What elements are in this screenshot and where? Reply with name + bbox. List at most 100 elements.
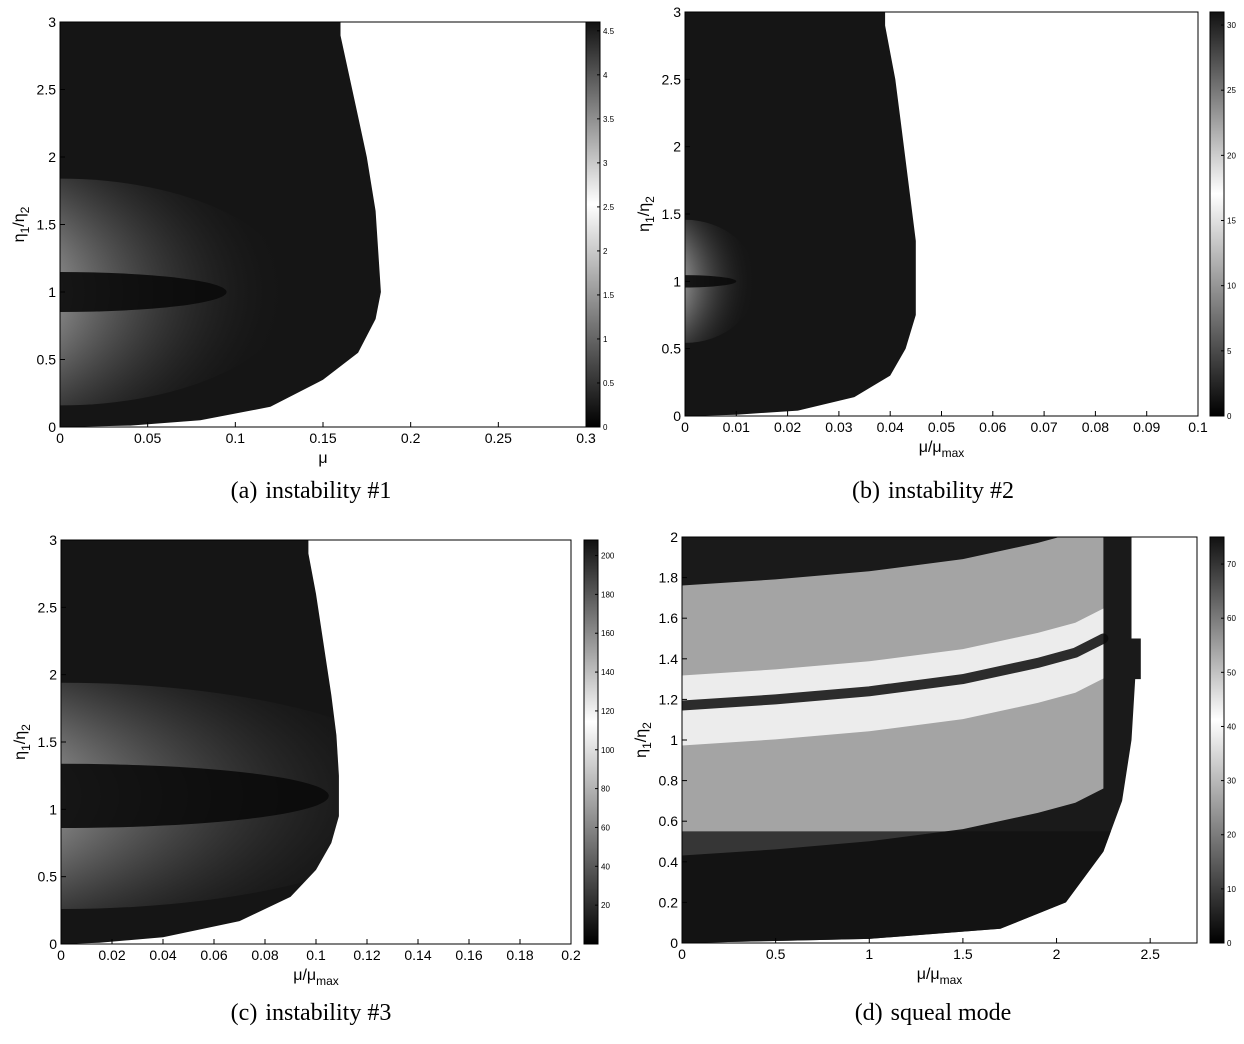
x-tick-label: 0.2 xyxy=(401,430,421,446)
colorbar-tick-label: 15 xyxy=(1227,217,1236,226)
y-axis-label: η1/η2 xyxy=(636,196,657,232)
y-tick-label: 3 xyxy=(673,4,681,20)
heatmap-chart-a: 0 0.05 0.1 0.15 0.2 0.25 0.3 0 0.5 1 1.5 2 2.5 3 μ η1/η… xyxy=(11,14,615,467)
colorbar-tick-label: 80 xyxy=(601,785,610,794)
heatmap-chart-b: 0 0.01 0.02 0.03 0.04 0.05 0.06 0.07 0.08 0.09 0.1… xyxy=(636,4,1236,460)
colorbar xyxy=(1209,11,1225,417)
x-tick-label: 0.2 xyxy=(561,947,581,963)
x-tick-label: 0.16 xyxy=(455,947,482,963)
x-tick-label: 0.03 xyxy=(825,419,852,435)
data-region xyxy=(61,540,339,944)
colorbar-tick-label: 3.5 xyxy=(603,115,615,124)
y-tick-label: 1.8 xyxy=(659,570,679,586)
colorbar-tick-label: 2 xyxy=(603,247,608,256)
y-tick-label: 1 xyxy=(670,732,678,748)
colorbar-tick-label: 30 xyxy=(1227,21,1236,30)
colorbar xyxy=(583,539,599,945)
caption-tag: (b) xyxy=(852,478,880,504)
colorbar-tick-label: 1.5 xyxy=(603,291,615,300)
panel-b: 0 0.01 0.02 0.03 0.04 0.05 0.06 0.07 0.08 0.09 0.1… xyxy=(622,0,1244,522)
colorbar xyxy=(1209,536,1225,944)
y-axis-label: η1/η2 xyxy=(11,206,32,242)
ridge-line xyxy=(685,275,737,288)
caption-text: instability #2 xyxy=(887,478,1014,504)
y-tick-label: 1.6 xyxy=(659,610,679,626)
y-axis-label: η1/η2 xyxy=(633,722,654,758)
x-tick-label: 0.25 xyxy=(485,430,512,446)
x-tick-label: 0.3 xyxy=(576,430,596,446)
colorbar-tick-label: 140 xyxy=(601,668,615,677)
y-tick-label: 0.5 xyxy=(37,352,57,368)
caption-tag: (a) xyxy=(230,478,258,504)
y-tick-label: 2.5 xyxy=(37,82,57,98)
x-tick-label: 0.01 xyxy=(723,419,750,435)
colorbar-tick-label: 10 xyxy=(1227,282,1236,291)
region-fill xyxy=(685,12,916,416)
ridge-line xyxy=(60,272,227,312)
caption-text: instability #1 xyxy=(265,478,392,504)
colorbar-tick-label: 2.5 xyxy=(603,203,615,212)
y-tick-label: 2 xyxy=(49,667,57,683)
high-value-glow xyxy=(685,219,757,343)
colorbar-tick-label: 4.5 xyxy=(603,27,615,36)
x-tick-label: 0 xyxy=(678,946,686,962)
low-value-zone xyxy=(682,831,1141,943)
colorbar-tick-label: 0.5 xyxy=(603,379,615,388)
y-tick-label: 2 xyxy=(673,139,681,155)
y-tick-label: 1 xyxy=(48,284,56,300)
x-tick-label: 0.05 xyxy=(928,419,955,435)
y-tick-label: 0 xyxy=(48,419,56,435)
x-tick-label: 0.04 xyxy=(877,419,904,435)
heatmap-chart-d: 0 0.5 1 1.5 2 2.5 0 0.2 0.4 0.6 0.8 1 1.2 1.4 1.6 1.8 2 μ… xyxy=(633,529,1236,987)
y-tick-label: 2.5 xyxy=(38,599,58,615)
caption-a: (a) instability #1 xyxy=(0,478,622,505)
x-tick-label: 0.04 xyxy=(149,947,176,963)
x-tick-label: 0.14 xyxy=(404,947,431,963)
x-tick-label: 0 xyxy=(56,430,64,446)
y-tick-label: 1.5 xyxy=(37,217,57,233)
x-axis-label: μ/μmax xyxy=(293,967,339,988)
y-tick-label: 1.4 xyxy=(659,651,679,667)
ridge-line xyxy=(61,763,329,828)
x-tick-label: 0.05 xyxy=(134,430,161,446)
y-tick-label: 0.8 xyxy=(659,773,679,789)
y-tick-label: 1.5 xyxy=(662,206,682,222)
x-axis-label: μ xyxy=(318,450,327,467)
caption-tag: (d) xyxy=(854,1000,883,1026)
heatmap-chart-c: 0 0.02 0.04 0.06 0.08 0.1 0.12 0.14 0.16 0.18 0.2 0… xyxy=(12,532,615,988)
colorbar-tick-label: 10 xyxy=(1227,885,1236,894)
x-tick-label: 0.06 xyxy=(200,947,227,963)
data-region xyxy=(60,22,381,427)
x-axis-label: μ/μmax xyxy=(919,439,965,460)
y-tick-label: 0.5 xyxy=(38,869,58,885)
x-tick-label: 0.12 xyxy=(353,947,380,963)
x-tick-label: 1.5 xyxy=(953,946,973,962)
y-tick-label: 2 xyxy=(48,149,56,165)
y-tick-label: 2.5 xyxy=(662,71,682,87)
high-value-glow xyxy=(60,178,294,406)
x-tick-label: 0.08 xyxy=(251,947,278,963)
caption-text: squeal mode xyxy=(890,1000,1012,1026)
x-tick-label: 0.15 xyxy=(309,430,336,446)
colorbar-tick-label: 20 xyxy=(601,901,610,910)
ridge-line xyxy=(682,633,1109,711)
colorbar-tick-label: 100 xyxy=(601,746,615,755)
caption-d: (d) squeal mode xyxy=(622,1000,1244,1027)
colorbar-tick-label: 160 xyxy=(601,629,615,638)
y-tick-label: 0 xyxy=(673,408,681,424)
x-tick-label: 0.08 xyxy=(1082,419,1109,435)
y-axis-label: η1/η2 xyxy=(12,724,33,760)
colorbar-tick-label: 60 xyxy=(1227,614,1236,623)
colorbar-tick-label: 0 xyxy=(1227,939,1232,948)
x-tick-label: 0.09 xyxy=(1133,419,1160,435)
colorbar-tick-label: 5 xyxy=(1227,347,1232,356)
y-tick-label: 1.2 xyxy=(659,691,679,707)
x-tick-label: 0 xyxy=(57,947,65,963)
colorbar-tick-label: 40 xyxy=(1227,722,1236,731)
colorbar-tick-label: 0 xyxy=(1227,412,1232,421)
x-tick-label: 0.1 xyxy=(226,430,246,446)
colorbar-tick-label: 70 xyxy=(1227,560,1236,569)
data-region xyxy=(682,537,1141,943)
panel-c: 0 0.02 0.04 0.06 0.08 0.1 0.12 0.14 0.16 0.18 0.2 0… xyxy=(0,522,622,1044)
high-value-glow xyxy=(61,682,339,909)
